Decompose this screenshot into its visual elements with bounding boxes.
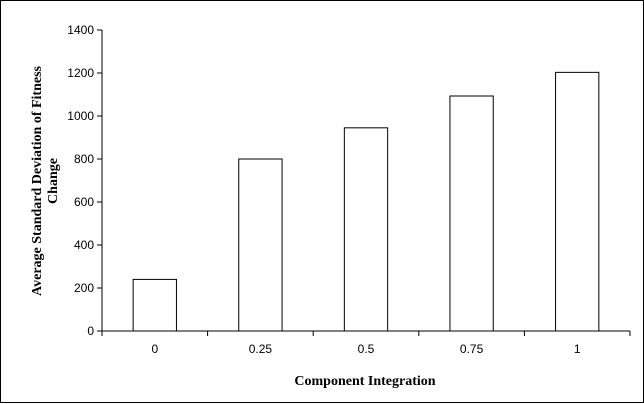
bar — [449, 95, 494, 332]
x-tick-label: 0 — [151, 342, 158, 356]
bar — [343, 127, 389, 332]
plot-area: 0 200 400 600 800 1000 1200 1400 0 0.25 0.5 0.75 1 — [67, 23, 631, 356]
y-tick-label: 800 — [74, 152, 94, 166]
y-tick-label: 200 — [74, 281, 94, 295]
x-tick-label: 0.25 — [249, 342, 273, 356]
y-tick-label: 1400 — [67, 23, 94, 37]
y-tick-label: 1000 — [67, 109, 94, 123]
x-tick-label: 0.5 — [358, 342, 375, 356]
y-axis-title-line1: Average Standard Deviation of Fitness — [30, 65, 45, 295]
bar — [238, 158, 283, 332]
x-axis-title: Component Integration — [294, 374, 435, 389]
x-tick-label: 1 — [574, 342, 581, 356]
y-tick-label: 1200 — [67, 66, 94, 80]
y-tick-label: 400 — [74, 238, 94, 252]
bar — [555, 71, 600, 332]
x-tick-label: 0.75 — [460, 342, 484, 356]
bar — [132, 278, 177, 332]
y-axis-title-line2: Change — [46, 158, 61, 204]
y-tick-label: 600 — [74, 195, 94, 209]
y-tick-label: 0 — [87, 324, 94, 338]
